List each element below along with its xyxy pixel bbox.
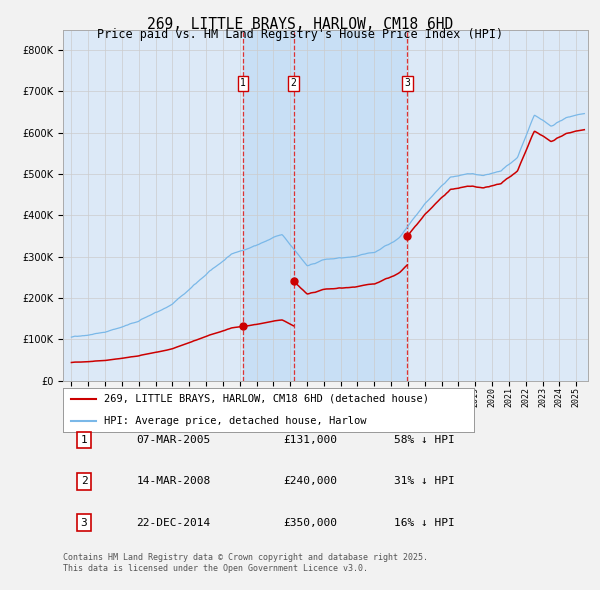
Text: £131,000: £131,000 xyxy=(284,435,337,445)
Text: 1: 1 xyxy=(80,435,88,445)
Text: £350,000: £350,000 xyxy=(284,518,337,527)
Text: 269, LITTLE BRAYS, HARLOW, CM18 6HD: 269, LITTLE BRAYS, HARLOW, CM18 6HD xyxy=(147,17,453,31)
Text: 07-MAR-2005: 07-MAR-2005 xyxy=(137,435,211,445)
Text: 3: 3 xyxy=(404,78,410,88)
Text: 16% ↓ HPI: 16% ↓ HPI xyxy=(394,518,455,527)
Text: HPI: Average price, detached house, Harlow: HPI: Average price, detached house, Harl… xyxy=(104,416,367,426)
Bar xyxy=(243,30,407,381)
Text: 14-MAR-2008: 14-MAR-2008 xyxy=(137,477,211,486)
Text: 58% ↓ HPI: 58% ↓ HPI xyxy=(394,435,455,445)
Text: £240,000: £240,000 xyxy=(284,477,337,486)
Text: 269, LITTLE BRAYS, HARLOW, CM18 6HD (detached house): 269, LITTLE BRAYS, HARLOW, CM18 6HD (det… xyxy=(104,394,429,404)
Text: Contains HM Land Registry data © Crown copyright and database right 2025.
This d: Contains HM Land Registry data © Crown c… xyxy=(63,553,428,573)
Text: 2: 2 xyxy=(290,78,296,88)
Text: 3: 3 xyxy=(80,518,88,527)
Text: Price paid vs. HM Land Registry's House Price Index (HPI): Price paid vs. HM Land Registry's House … xyxy=(97,28,503,41)
Text: 1: 1 xyxy=(240,78,246,88)
Text: 22-DEC-2014: 22-DEC-2014 xyxy=(137,518,211,527)
Text: 31% ↓ HPI: 31% ↓ HPI xyxy=(394,477,455,486)
Text: 2: 2 xyxy=(80,477,88,486)
